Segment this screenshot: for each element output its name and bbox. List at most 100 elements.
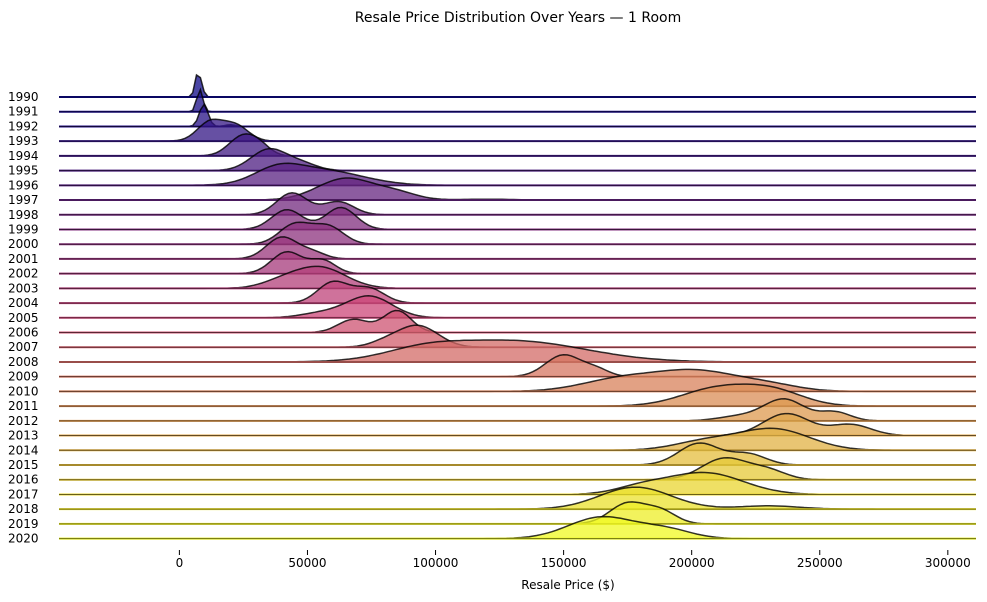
ridge-outline-2004 [59, 280, 976, 304]
ridge-1990 [59, 73, 976, 98]
ridge-outline-1996 [59, 162, 976, 187]
ridge-outline-2001 [59, 236, 976, 260]
ridge-2002 [59, 250, 976, 275]
ridge-area-1994 [59, 133, 976, 156]
year-labels-group: 1990199119921993199419951996199719981999… [8, 90, 39, 546]
x-tick-label-0: 0 [176, 556, 184, 570]
ridge-area-1997 [59, 178, 976, 201]
ridge-2014 [59, 427, 976, 452]
year-label-1998: 1998 [8, 208, 39, 222]
year-label-2018: 2018 [8, 502, 39, 516]
x-tick-label-1: 50000 [288, 556, 326, 570]
ridge-area-2019 [59, 501, 976, 524]
ridge-area-1995 [59, 148, 976, 171]
year-label-2011: 2011 [8, 399, 39, 413]
ridge-outline-2011 [59, 383, 976, 407]
year-label-2015: 2015 [8, 458, 39, 472]
ridge-2017 [59, 471, 976, 496]
ridge-outline-2018 [59, 486, 976, 510]
year-label-2008: 2008 [8, 355, 39, 369]
year-label-1991: 1991 [8, 105, 39, 119]
year-label-2000: 2000 [8, 237, 39, 251]
chart-title: Resale Price Distribution Over Years — 1… [355, 10, 681, 26]
ridge-2006 [59, 309, 976, 334]
ridge-area-2015 [59, 443, 976, 465]
year-label-2007: 2007 [8, 340, 39, 354]
ridge-2005 [59, 295, 976, 319]
ridge-1994 [59, 133, 976, 157]
year-label-2017: 2017 [8, 487, 39, 501]
ridge-2012 [59, 398, 976, 422]
ridge-1995 [59, 147, 976, 172]
year-label-2019: 2019 [8, 517, 39, 531]
ridge-outline-1999 [59, 206, 976, 231]
ridge-2010 [59, 368, 976, 393]
ridge-area-1993 [59, 119, 976, 142]
ridge-area-1998 [59, 192, 976, 215]
x-tick-label-6: 300000 [925, 556, 971, 570]
year-label-1990: 1990 [8, 90, 39, 104]
ridge-outline-2000 [59, 221, 976, 245]
ridge-2018 [59, 486, 976, 511]
ridge-outline-2010 [59, 368, 976, 393]
ridge-2009 [59, 353, 976, 378]
ridge-area-2011 [59, 384, 976, 407]
ridge-area-2016 [59, 457, 976, 480]
ridge-2015 [59, 442, 976, 466]
year-label-1997: 1997 [8, 193, 39, 207]
x-tick-label-4: 200000 [669, 556, 715, 570]
ridge-outline-2016 [59, 456, 976, 481]
year-label-1995: 1995 [8, 164, 39, 178]
ridge-area-2004 [59, 281, 976, 304]
ridge-2000 [59, 221, 976, 246]
ridge-1998 [59, 192, 976, 216]
ridge-area-2017 [59, 472, 976, 495]
ridge-outline-1997 [59, 177, 976, 201]
ridge-area-1999 [59, 207, 976, 230]
ridge-outline-2017 [59, 471, 976, 496]
x-tick-label-3: 150000 [541, 556, 587, 570]
year-label-2009: 2009 [8, 370, 39, 384]
year-label-1993: 1993 [8, 134, 39, 148]
ridge-1997 [59, 177, 976, 202]
ridge-area-2003 [59, 266, 976, 289]
ridges-group [59, 73, 976, 540]
ridge-area-2006 [59, 310, 976, 333]
ridge-2016 [59, 456, 976, 481]
ridge-outline-2020 [59, 515, 976, 540]
ridge-area-2005 [59, 295, 976, 318]
x-axis-label: Resale Price ($) [521, 578, 614, 592]
ridge-2004 [59, 280, 976, 305]
ridge-2020 [59, 515, 976, 540]
ridge-area-2012 [59, 398, 976, 421]
ridge-outline-2002 [59, 250, 976, 275]
ridge-2003 [59, 265, 976, 290]
ridge-1993 [59, 118, 976, 143]
ridge-2013 [59, 412, 976, 437]
ridge-area-2018 [59, 487, 976, 510]
ridge-outline-2005 [59, 295, 976, 319]
year-label-2005: 2005 [8, 311, 39, 325]
ridge-area-2008 [59, 340, 976, 362]
ridge-outline-2019 [59, 501, 976, 525]
ridge-area-2001 [59, 236, 976, 259]
year-label-1996: 1996 [8, 178, 39, 192]
year-label-1999: 1999 [8, 222, 39, 236]
ridge-1996 [59, 162, 976, 187]
ridge-area-2014 [59, 428, 976, 451]
ridge-area-2002 [59, 251, 976, 274]
ridge-outline-2003 [59, 265, 976, 290]
ridge-2011 [59, 383, 976, 408]
ridge-2019 [59, 501, 976, 525]
x-tick-label-5: 250000 [797, 556, 843, 570]
ridge-area-2000 [59, 222, 976, 245]
ridge-outline-2006 [59, 309, 976, 334]
ridge-1991 [59, 87, 976, 113]
ridge-area-2020 [59, 516, 976, 539]
year-label-2014: 2014 [8, 443, 39, 457]
year-label-2004: 2004 [8, 296, 39, 310]
year-label-2016: 2016 [8, 473, 39, 487]
year-label-2010: 2010 [8, 384, 39, 398]
ridge-area-1996 [59, 163, 976, 186]
